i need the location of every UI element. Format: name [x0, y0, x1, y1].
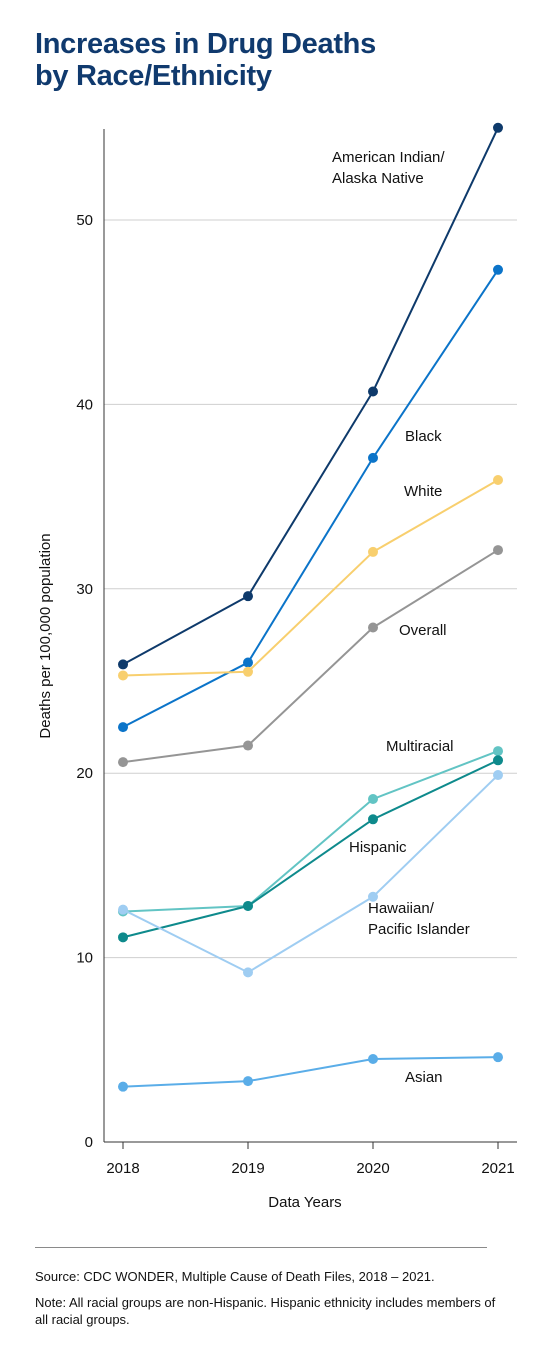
series-label: Asian — [405, 1069, 443, 1086]
data-point — [368, 622, 378, 633]
series-label: Hawaiian/ — [368, 900, 435, 917]
data-point — [368, 386, 378, 397]
data-point — [243, 967, 253, 978]
line-chart: 0 10 20 30 40 50 2018 2019 2020 2021 American Ind… — [37, 122, 517, 1211]
series-line — [122, 1056, 499, 1088]
series-label: Overall — [399, 622, 447, 639]
y-tick-label: 10 — [76, 950, 93, 967]
series-line — [122, 549, 499, 764]
gridlines — [104, 219, 517, 959]
data-point — [118, 757, 128, 768]
data-point — [493, 264, 503, 275]
series-label: Black — [405, 428, 442, 445]
x-tick-label: 2018 — [106, 1160, 139, 1177]
source-note: Source: CDC WONDER, Multiple Cause of De… — [35, 1269, 435, 1284]
y-tick-label: 40 — [76, 396, 93, 413]
series-label: Multiracial — [386, 738, 454, 755]
footnote: Note: All racial groups are non-Hispanic… — [35, 1295, 496, 1327]
series-line — [122, 269, 499, 728]
data-point — [118, 932, 128, 943]
chart-title-line-2: by Race/Ethnicity — [35, 60, 272, 92]
data-point — [368, 452, 378, 463]
data-point — [243, 666, 253, 677]
data-point — [493, 755, 503, 766]
data-point — [243, 591, 253, 602]
series-label: Hispanic — [349, 839, 407, 856]
chart-title: Increases in Drug Deaths by Race/Ethnici… — [35, 28, 535, 92]
y-tick-label: 20 — [76, 765, 93, 782]
data-point — [243, 1076, 253, 1087]
x-axis-title: Data Years — [268, 1194, 341, 1211]
data-point — [368, 814, 378, 825]
data-point — [368, 1054, 378, 1065]
data-point — [118, 659, 128, 670]
x-tick-label: 2021 — [481, 1160, 514, 1177]
series-label: Pacific Islander — [368, 921, 470, 938]
chart-title-line-1: Increases in Drug Deaths — [35, 28, 376, 60]
y-tick-label: 0 — [85, 1134, 93, 1151]
data-point — [493, 122, 503, 133]
axes: 0 10 20 30 40 50 2018 2019 2020 2021 — [76, 129, 517, 1177]
series-label: Alaska Native — [332, 170, 424, 187]
data-point — [368, 794, 378, 805]
y-tick-label: 50 — [76, 212, 93, 229]
data-point — [243, 740, 253, 751]
series-line — [122, 127, 499, 666]
data-point — [243, 900, 253, 911]
data-point — [118, 670, 128, 681]
data-point — [493, 746, 503, 757]
data-point — [493, 545, 503, 556]
series-line — [122, 750, 499, 913]
footer-divider — [35, 1247, 487, 1248]
data-point — [493, 1052, 503, 1063]
data-point — [118, 722, 128, 733]
y-axis-title: Deaths per 100,000 population — [37, 533, 54, 738]
series-labels: American Indian/Alaska Native Black White O… — [332, 149, 470, 1086]
series-label: White — [404, 483, 442, 500]
series-line — [122, 774, 499, 974]
data-point — [493, 475, 503, 486]
series-line — [122, 759, 499, 939]
data-point — [118, 1081, 128, 1092]
data-point — [493, 770, 503, 781]
y-tick-label: 30 — [76, 581, 93, 598]
x-tick-label: 2020 — [356, 1160, 389, 1177]
data-point — [368, 546, 378, 557]
data-point — [118, 904, 128, 915]
data-point — [243, 657, 253, 668]
x-tick-label: 2019 — [231, 1160, 264, 1177]
series-line — [122, 479, 499, 677]
series-lines — [118, 122, 503, 1092]
data-point — [368, 891, 378, 902]
series-label: American Indian/ — [332, 149, 445, 166]
